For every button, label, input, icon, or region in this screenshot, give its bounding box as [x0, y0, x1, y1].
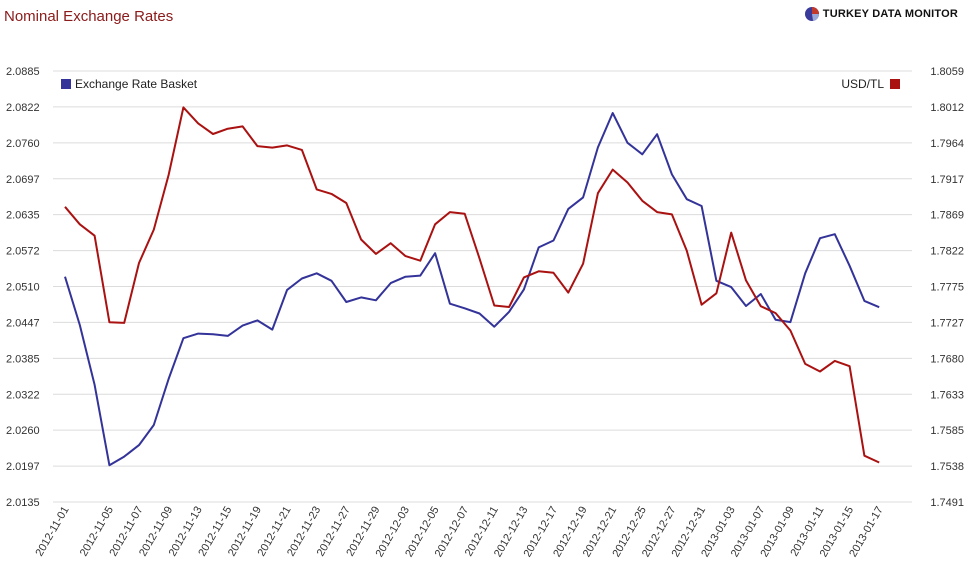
y-right-tick-label: 1.7869 — [930, 210, 964, 222]
y-right-tick-label: 1.7585 — [930, 425, 964, 437]
x-tick-label: 2012-11-01 — [33, 505, 71, 559]
legend-label-basket: Exchange Rate Basket — [75, 77, 198, 91]
brand-name: TURKEY DATA MONITOR — [822, 8, 958, 20]
y-left-tick-label: 2.0447 — [6, 317, 40, 329]
y-right-tick-label: 1.7822 — [930, 246, 964, 258]
legend-swatch-usd-tl — [890, 79, 900, 89]
y-right-tick-label: 1.7964 — [930, 138, 964, 150]
y-left-tick-label: 2.0697 — [6, 174, 40, 186]
y-left-tick-label: 2.0322 — [6, 389, 40, 401]
y-left-tick-label: 2.0135 — [6, 497, 40, 509]
series-line-basket — [64, 112, 880, 467]
y-right-tick-label: 1.8059 — [930, 66, 964, 78]
y-left-tick-label: 2.0510 — [6, 282, 40, 294]
y-right-tick-label: 1.7775 — [930, 282, 964, 294]
y-left-tick-label: 2.0635 — [6, 210, 40, 222]
y-right-tick-label: 1.7538 — [930, 461, 964, 473]
y-right-tick-label: 1.7680 — [930, 353, 964, 365]
brand-logo: TURKEY DATA MONITOR — [804, 6, 958, 22]
y-right-tick-label: 1.8012 — [930, 102, 964, 114]
pie-logo-icon — [804, 7, 819, 21]
y-left-tick-label: 2.0385 — [6, 353, 40, 365]
y-right-tick-label: 1.7917 — [930, 174, 964, 186]
y-right-tick-label: 1.7633 — [930, 389, 964, 401]
y-right-tick-label: 1.7727 — [930, 317, 964, 329]
y-left-tick-label: 2.0885 — [6, 66, 40, 78]
series-line-usd-tl — [64, 106, 880, 464]
legend-label-usd-tl: USD/TL — [841, 77, 884, 91]
y-left-tick-label: 2.0822 — [6, 102, 40, 114]
y-left-tick-label: 2.0197 — [6, 461, 40, 473]
legend-swatch-basket — [61, 79, 71, 89]
page-title: Nominal Exchange Rates — [4, 8, 174, 25]
y-left-tick-label: 2.0760 — [6, 138, 40, 150]
y-right-tick-label: 1.7491 — [930, 497, 964, 509]
y-left-tick-label: 2.0572 — [6, 246, 40, 258]
y-left-tick-label: 2.0260 — [6, 425, 40, 437]
